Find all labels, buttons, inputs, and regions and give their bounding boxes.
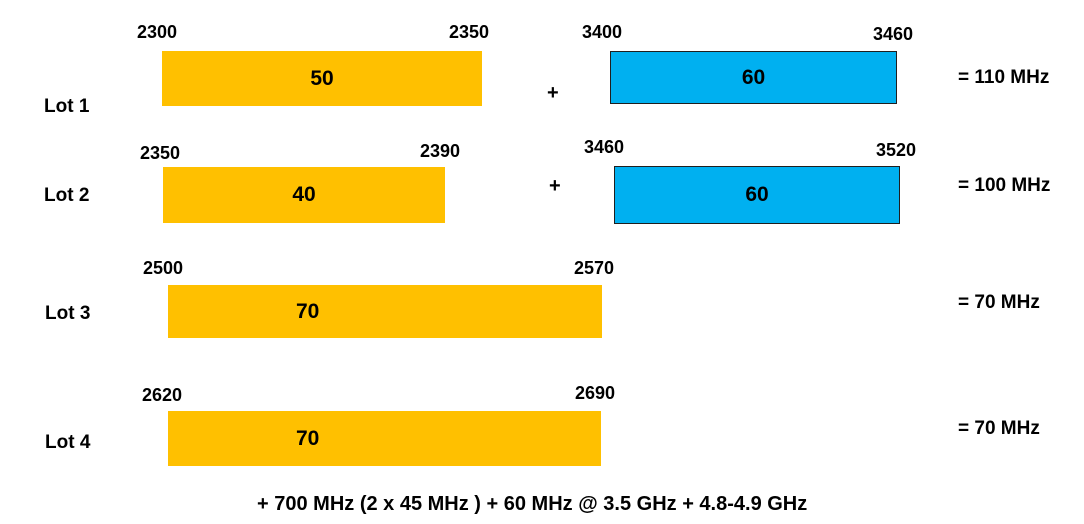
lot-2-band-2-end: 3520 <box>876 140 917 160</box>
lot-1-label: Lot 1 <box>44 96 90 117</box>
lot-2-band-2-start: 3460 <box>584 137 625 157</box>
lot-2-band-1-width: 40 <box>292 183 316 206</box>
lot-1-band-2-end: 3460 <box>873 24 914 44</box>
lot-3-label: Lot 3 <box>45 303 91 324</box>
lot-2-band-1-start: 2350 <box>140 143 181 163</box>
lot-1-band-2-bar: 60 <box>610 51 897 104</box>
lot-3-band-1-start: 2500 <box>143 258 184 278</box>
lot-1-band-1-bar: 50 <box>162 51 482 106</box>
lot-1-band-2-width: 60 <box>741 65 766 89</box>
lot-1-band-1-end: 2350 <box>449 22 490 42</box>
lot-1-band-1-start: 2300 <box>137 22 178 42</box>
lot-1-total: = 110 MHz <box>958 67 1050 88</box>
lot-2-band-2-width: 60 <box>745 183 769 206</box>
footer-note: + 700 MHz (2 x 45 MHz ) + 60 MHz @ 3.5 G… <box>257 493 808 515</box>
lot-2-total: = 100 MHz <box>958 175 1051 196</box>
lot-3-total: = 70 MHz <box>958 292 1040 313</box>
lot-3-band-1-width: 70 <box>296 299 320 323</box>
lot-1-band-2-start: 3400 <box>582 22 623 42</box>
lot-1-band-1-width: 50 <box>310 66 334 90</box>
lot-2-band-1-bar: 40 <box>163 167 445 223</box>
lot-3-band-1-bar: 70 <box>168 285 602 338</box>
lot-4-band-1-end: 2690 <box>575 383 616 403</box>
lot-4-total: = 70 MHz <box>958 418 1040 439</box>
lot-2-label: Lot 2 <box>44 185 90 206</box>
lot-3-band-1-end: 2570 <box>574 258 615 278</box>
lot-2-band-1-end: 2390 <box>420 141 461 161</box>
lot-2-plus: + <box>549 175 561 197</box>
lot-4-label: Lot 4 <box>45 432 91 453</box>
lot-4-band-1-bar: 70 <box>168 411 601 466</box>
lot-1-plus: + <box>547 82 559 104</box>
lot-4-band-1-width: 70 <box>296 426 320 450</box>
lot-4-band-1-start: 2620 <box>142 385 183 405</box>
lot-2-band-2-bar: 60 <box>614 166 900 224</box>
